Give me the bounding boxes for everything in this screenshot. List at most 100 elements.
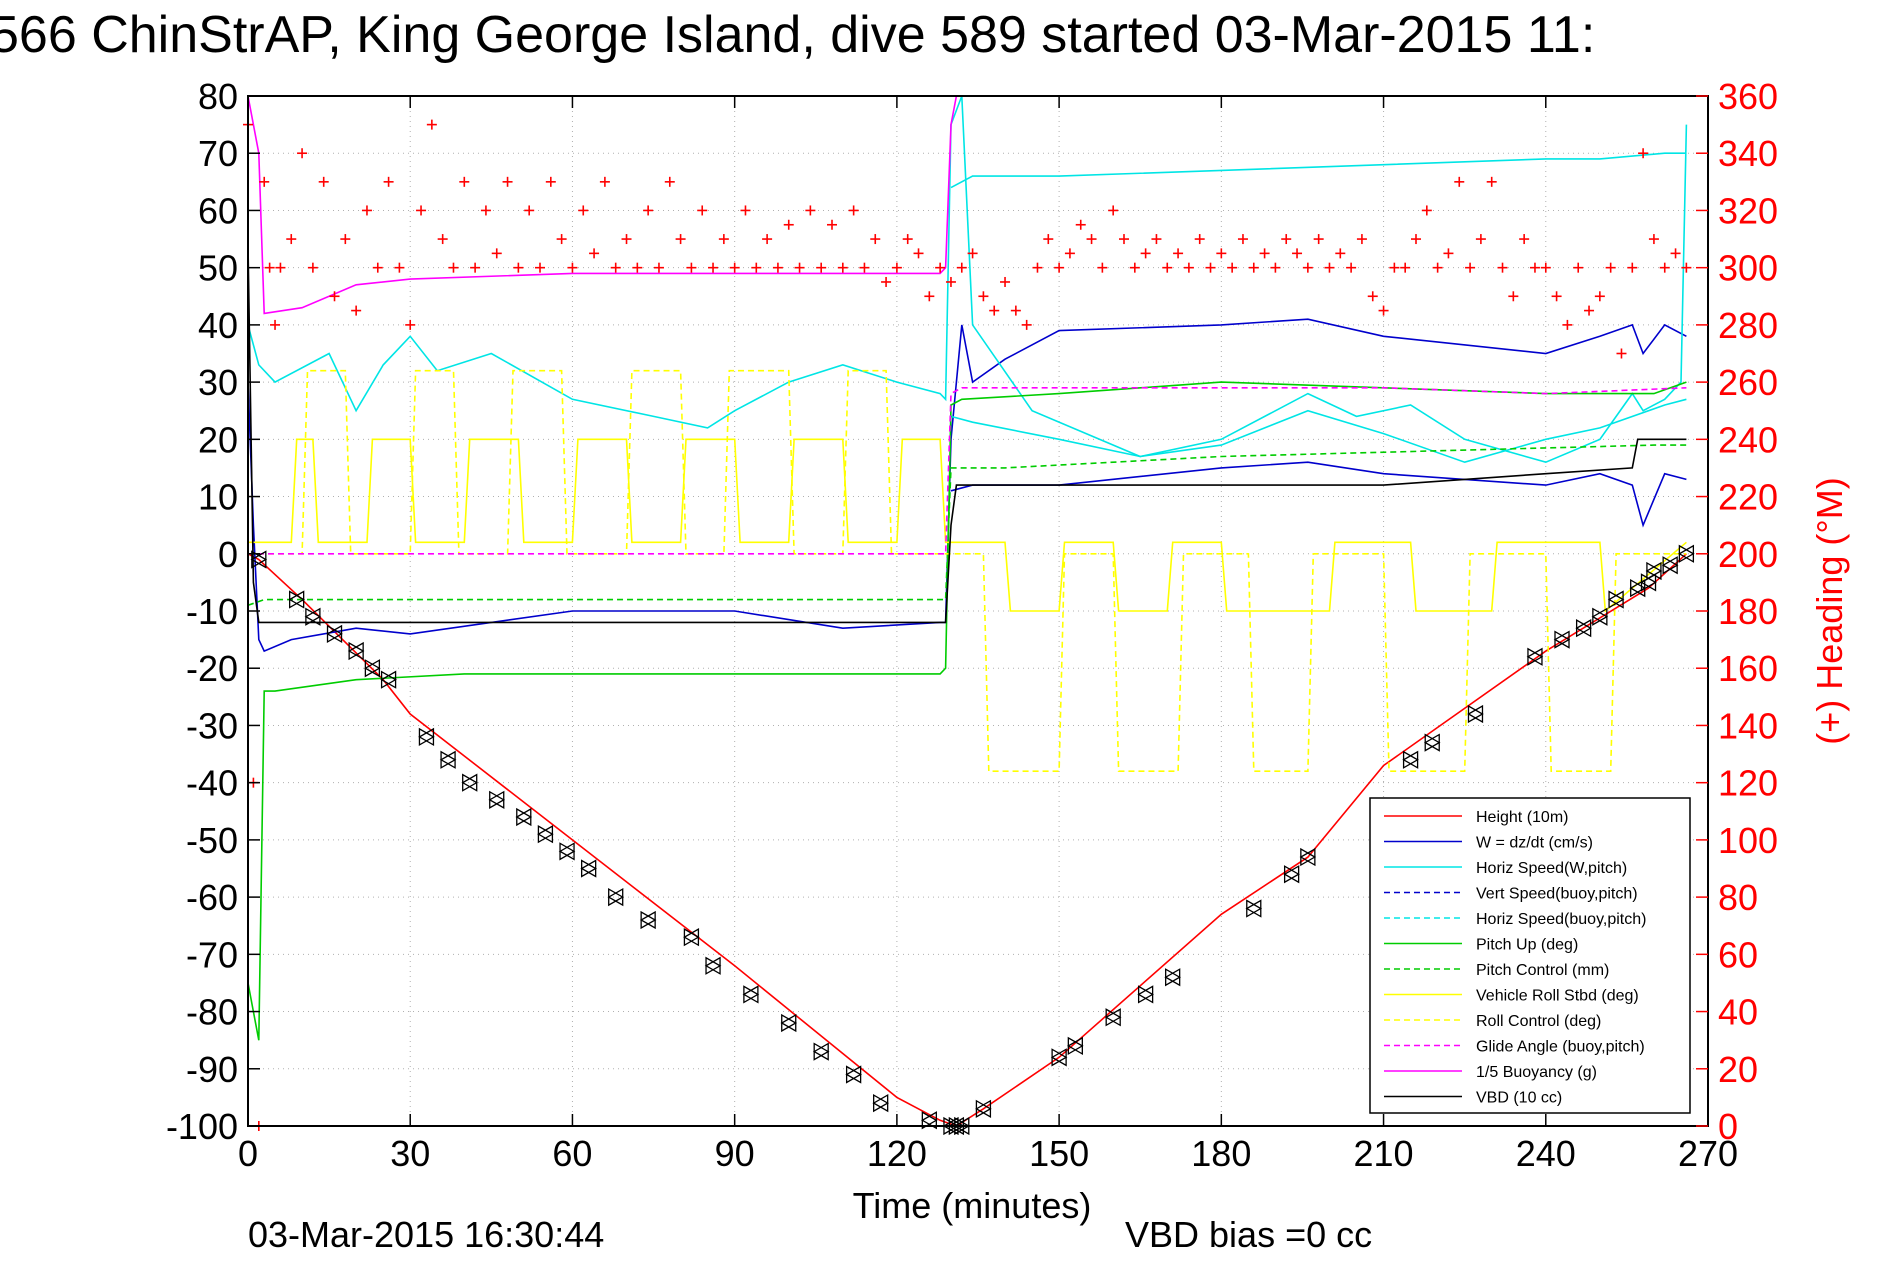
heading-point: [1356, 234, 1367, 245]
marker-triangle-right: [1165, 968, 1181, 987]
marker-triangle-left: [304, 607, 321, 626]
marker-triangle-right: [326, 624, 343, 644]
depth-marker: [1526, 647, 1544, 666]
legend-label: Roll Control (deg): [1476, 1013, 1601, 1030]
marker-triangle-left: [580, 859, 597, 878]
heading-point: [1659, 262, 1670, 273]
depth-marker: [1299, 847, 1317, 867]
legend-label: Pitch Control (mm): [1476, 962, 1609, 979]
heading-point: [1627, 262, 1638, 273]
depth-marker: [742, 985, 760, 1004]
y-right-tick-label: 340: [1718, 133, 1778, 174]
heading-point: [621, 234, 632, 245]
heading-point: [589, 248, 600, 259]
heading-point: [437, 234, 448, 245]
legend-entry: VBD (10 cc): [1384, 1090, 1562, 1107]
heading-point: [394, 262, 405, 273]
heading-point: [1021, 319, 1032, 330]
marker-triangle-left: [1164, 968, 1181, 987]
heading-point: [1216, 248, 1227, 259]
heading-point: [1205, 262, 1216, 273]
heading-point: [1378, 305, 1389, 316]
marker-triangle-right: [1467, 704, 1484, 724]
marker-triangle-left: [1245, 899, 1262, 918]
marker-triangle-right: [581, 859, 597, 878]
marker-triangle-right: [462, 773, 479, 792]
heading-point: [307, 262, 318, 273]
heading-point: [545, 176, 556, 187]
marker-triangle-left: [1283, 865, 1300, 884]
depth-marker: [704, 956, 722, 975]
y-right-tick-label: 80: [1718, 877, 1758, 918]
marker-triangle-left: [515, 807, 532, 827]
marker-triangle-left: [1526, 647, 1543, 666]
legend-entry: Horiz Speed(buoy,pitch): [1384, 911, 1646, 928]
marker-triangle-left: [1467, 704, 1484, 724]
y-left-tick-label: 70: [198, 133, 238, 174]
heading-point: [416, 205, 427, 216]
heading-point: [1313, 234, 1324, 245]
marker-triangle-right: [705, 956, 722, 975]
heading-point: [297, 148, 308, 159]
marker-triangle-left: [488, 790, 505, 809]
heading-point: [935, 262, 946, 273]
marker-triangle-right: [348, 641, 365, 661]
heading-point: [567, 262, 578, 273]
legend-entry: W = dz/dt (cm/s): [1384, 835, 1593, 852]
legend-label: VBD (10 cc): [1476, 1090, 1562, 1107]
depth-marker: [1104, 1008, 1122, 1027]
legend-label: 1/5 Buoyancy (g): [1476, 1064, 1597, 1081]
heading-point: [762, 234, 773, 245]
heading-point: [1594, 291, 1605, 302]
heading-point: [891, 262, 902, 273]
y-axis-left-ticks: 80 70 60 50 40 30 20 10 0 -10 -20 -30 -40 -50 -60 -70 -8…: [166, 76, 260, 1147]
depth-marker: [683, 928, 700, 947]
legend-label: Pitch Up (deg): [1476, 937, 1578, 954]
depth-marker: [1467, 704, 1484, 724]
heading-point: [1508, 291, 1519, 302]
depth-marker: [845, 1065, 862, 1084]
marker-triangle-left: [1607, 590, 1624, 609]
y-left-tick-label: 10: [198, 477, 238, 518]
depth-marker: [1645, 561, 1663, 581]
depth-marker: [1607, 590, 1625, 609]
y-right-tick-label: 220: [1718, 477, 1778, 518]
marker-triangle-left: [461, 773, 478, 792]
heading-point: [1183, 262, 1194, 273]
heading-point: [1259, 248, 1270, 259]
depth-marker: [872, 1093, 889, 1113]
heading-point: [340, 234, 351, 245]
heading-point: [361, 205, 372, 216]
series-line-buoyancy: [247, 95, 958, 315]
heading-point: [1573, 262, 1584, 273]
depth-marker: [488, 790, 506, 809]
legend-label: Vert Speed(buoy,pitch): [1476, 886, 1638, 903]
heading-point: [1075, 219, 1086, 230]
marker-triangle-left: [1591, 607, 1608, 626]
y-left-tick-label: 30: [198, 362, 238, 403]
heading-layer: [243, 119, 1692, 1131]
heading-point: [578, 205, 589, 216]
heading-point: [1486, 176, 1497, 187]
heading-point: [1616, 348, 1627, 359]
heading-point: [708, 262, 719, 273]
series-line-horiz-upper: [950, 152, 1687, 189]
heading-point: [459, 176, 470, 187]
depth-marker: [1423, 733, 1441, 752]
marker-triangle-right: [873, 1093, 889, 1113]
marker-triangle-right: [516, 807, 533, 827]
heading-point: [913, 248, 924, 259]
heading-point: [1140, 248, 1151, 259]
heading-point: [989, 305, 1000, 316]
y-left-tick-label: -20: [186, 648, 238, 689]
depth-marker: [1661, 556, 1679, 575]
heading-point: [664, 176, 675, 187]
marker-triangle-right: [640, 910, 657, 930]
depth-marker: [607, 887, 625, 907]
series-line-horiz: [247, 95, 1688, 464]
depth-marker: [1164, 968, 1181, 987]
heading-point: [1335, 248, 1346, 259]
heading-point: [1681, 262, 1692, 273]
